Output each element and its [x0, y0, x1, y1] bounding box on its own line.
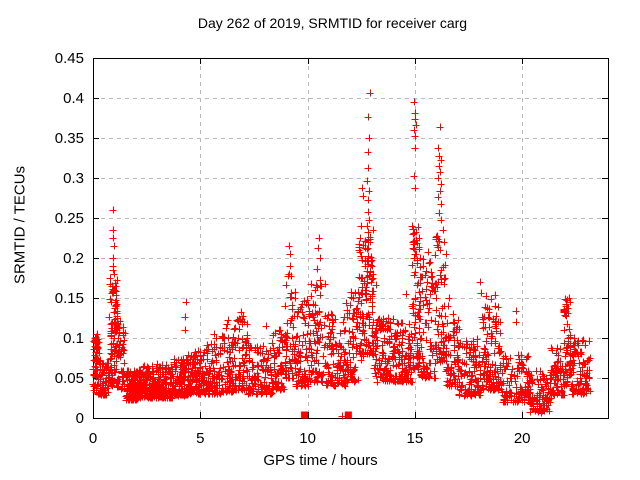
scatter-points [89, 89, 594, 420]
x-tick-label: 15 [407, 430, 424, 447]
x-tick-label: 20 [514, 430, 531, 447]
y-tick-label: 0.4 [63, 90, 84, 107]
axis-ticks [93, 58, 608, 419]
y-tick-label: 0.1 [63, 330, 84, 347]
x-tick-label: 0 [89, 430, 97, 447]
y-tick-label: 0.35 [55, 130, 84, 147]
x-tick-label: 5 [196, 430, 204, 447]
y-tick-label: 0.15 [55, 290, 84, 307]
y-tick-label: 0.45 [55, 50, 84, 67]
y-tick-label: 0.25 [55, 210, 84, 227]
y-tick-label: 0.3 [63, 170, 84, 187]
flag-square-marker [301, 411, 309, 419]
chart-title: Day 262 of 2019, SRMTID for receiver car… [197, 15, 468, 31]
x-tick-label: 10 [299, 430, 316, 447]
y-tick-label: 0.05 [55, 370, 84, 387]
x-axis-title: GPS time / hours [263, 452, 378, 469]
y-tick-label: 0 [76, 410, 84, 427]
y-axis-title: SRMTID / TECUs [11, 165, 29, 285]
flag-square-marker [344, 411, 352, 419]
y-tick-label: 0.2 [63, 250, 84, 267]
